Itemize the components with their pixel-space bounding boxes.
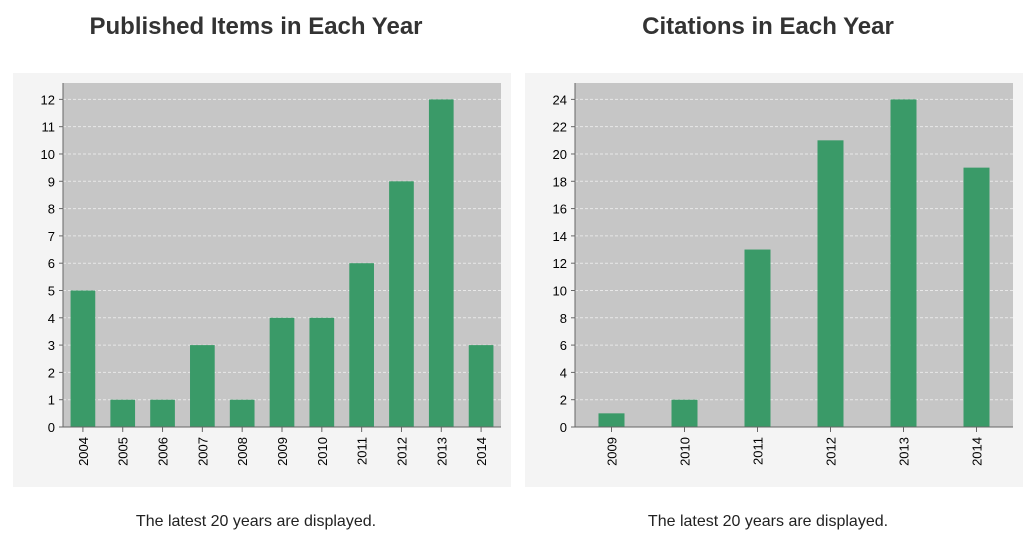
y-tick-label: 16: [553, 202, 567, 217]
bar-2013: [890, 99, 917, 427]
bar-2011: [349, 263, 374, 427]
y-tick-label: 6: [48, 256, 55, 271]
chart-title: Citations in Each Year: [642, 13, 894, 40]
bar-2004: [70, 290, 96, 427]
y-tick-label: 20: [553, 147, 567, 162]
chart-title: Published Items in Each Year: [89, 13, 423, 40]
x-tick-label: 2010: [315, 437, 330, 466]
y-tick-label: 12: [41, 92, 55, 107]
bar-2013: [428, 99, 454, 427]
y-tick-label: 3: [48, 338, 55, 353]
citations-chart: 0 2 4 6 8 10 12 14 16 18 20 22 24 2009 2010 2011 2012 201…: [525, 73, 1023, 487]
bar-2008: [229, 399, 255, 427]
y-tick-label: 4: [48, 311, 55, 326]
x-tick-label: 2007: [195, 437, 210, 466]
y-tick-label: 18: [553, 174, 567, 189]
chart-note: The latest 20 years are displayed.: [135, 513, 377, 530]
bar-2012: [817, 140, 844, 427]
bar-2005: [110, 399, 136, 427]
y-tick-label: 2: [560, 393, 567, 408]
x-tick-label: 2012: [824, 437, 839, 466]
bar-2014: [963, 167, 990, 427]
x-tick-label: 2014: [474, 437, 489, 466]
published-items-chart: 0 1 2 3 4 5 6 7 8 9 10 11 12 2004 2005 2006 2007 2008 2009…: [13, 73, 511, 487]
x-tick-label: 2012: [394, 437, 409, 466]
y-tick-label: 8: [560, 311, 567, 326]
y-tick-label: 0: [560, 420, 567, 435]
x-tick-label: 2011: [751, 437, 766, 465]
bar-2011: [744, 249, 771, 427]
bar-2010: [309, 317, 335, 427]
x-tick-label: 2011: [355, 437, 370, 465]
y-tick-label: 7: [48, 229, 55, 244]
y-tick-label: 4: [560, 365, 567, 380]
x-tick-label: 2009: [275, 437, 290, 466]
x-tick-label: 2006: [156, 437, 171, 466]
y-tick-label: 24: [553, 92, 567, 107]
x-tick-label: 2004: [76, 437, 91, 466]
x-tick-label: 2013: [897, 437, 912, 466]
x-tick-label: 2008: [235, 437, 250, 466]
y-tick-label: 8: [48, 202, 55, 217]
x-tick-label: 2010: [678, 437, 693, 466]
y-tick-label: 1: [48, 393, 55, 408]
x-tick-label: 2005: [116, 437, 131, 466]
x-tick-label: 2009: [605, 437, 620, 466]
y-tick-label: 0: [48, 420, 55, 435]
y-tick-label: 10: [553, 283, 567, 298]
bar-2012: [389, 181, 414, 427]
bar-2009: [598, 413, 625, 427]
y-tick-label: 6: [560, 338, 567, 353]
x-tick-label: 2013: [434, 437, 449, 466]
chart-note: The latest 20 years are displayed.: [647, 513, 889, 530]
y-tick-label: 9: [48, 174, 55, 189]
x-tick-label: 2014: [970, 437, 985, 466]
citations-panel: Citations in Each Year 0 2 4 6 8 10 12 14 16 18 20…: [512, 0, 1024, 555]
y-tick-label: 14: [553, 229, 567, 244]
bar-2009: [269, 317, 295, 427]
bar-2014: [468, 345, 494, 427]
y-tick-label: 22: [553, 120, 567, 135]
y-tick-label: 2: [48, 365, 55, 380]
bar-2007: [190, 345, 215, 427]
bar-2006: [150, 399, 175, 427]
y-tick-label: 5: [48, 283, 55, 298]
y-tick-label: 11: [42, 120, 56, 135]
plot-area: [575, 83, 1013, 427]
y-tick-label: 10: [41, 147, 55, 162]
bar-2010: [671, 399, 698, 427]
y-tick-label: 12: [553, 256, 567, 271]
